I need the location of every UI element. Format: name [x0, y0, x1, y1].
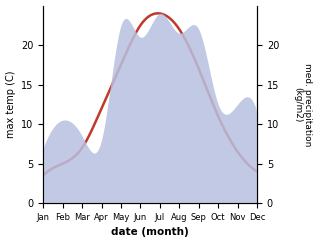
X-axis label: date (month): date (month)	[111, 227, 189, 237]
Y-axis label: max temp (C): max temp (C)	[5, 71, 16, 138]
Y-axis label: med. precipitation
(kg/m2): med. precipitation (kg/m2)	[293, 63, 313, 146]
